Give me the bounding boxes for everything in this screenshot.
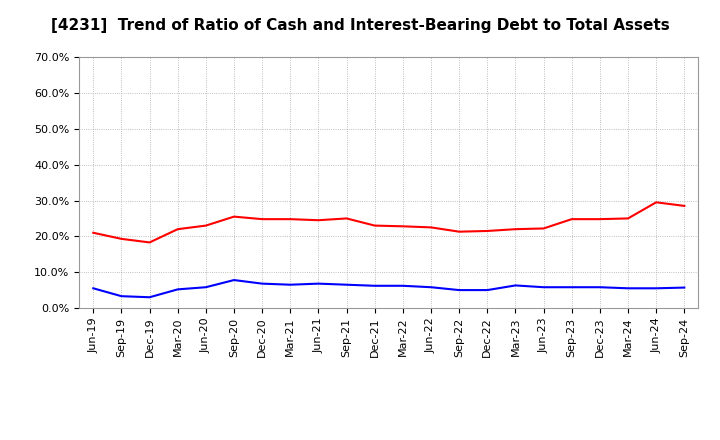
- Cash: [483, 228, 492, 234]
- Interest-Bearing Debt: [117, 293, 126, 299]
- Interest-Bearing Debt: [370, 283, 379, 289]
- Interest-Bearing Debt: [145, 295, 154, 300]
- Cash: [427, 225, 436, 230]
- Interest-Bearing Debt: [202, 285, 210, 290]
- Line: Interest-Bearing Debt: Interest-Bearing Debt: [94, 280, 684, 297]
- Interest-Bearing Debt: [539, 285, 548, 290]
- Cash: [370, 223, 379, 228]
- Cash: [595, 216, 604, 222]
- Cash: [342, 216, 351, 221]
- Cash: [286, 216, 294, 222]
- Interest-Bearing Debt: [258, 281, 266, 286]
- Interest-Bearing Debt: [399, 283, 408, 289]
- Interest-Bearing Debt: [567, 285, 576, 290]
- Interest-Bearing Debt: [89, 286, 98, 291]
- Interest-Bearing Debt: [680, 285, 688, 290]
- Interest-Bearing Debt: [314, 281, 323, 286]
- Interest-Bearing Debt: [624, 286, 632, 291]
- Cash: [539, 226, 548, 231]
- Cash: [652, 200, 660, 205]
- Cash: [117, 236, 126, 242]
- Line: Cash: Cash: [94, 202, 684, 242]
- Cash: [314, 217, 323, 223]
- Cash: [174, 227, 182, 232]
- Cash: [230, 214, 238, 219]
- Cash: [624, 216, 632, 221]
- Interest-Bearing Debt: [427, 285, 436, 290]
- Cash: [145, 240, 154, 245]
- Text: [4231]  Trend of Ratio of Cash and Interest-Bearing Debt to Total Assets: [4231] Trend of Ratio of Cash and Intere…: [50, 18, 670, 33]
- Cash: [89, 230, 98, 235]
- Cash: [258, 216, 266, 222]
- Interest-Bearing Debt: [483, 287, 492, 293]
- Interest-Bearing Debt: [342, 282, 351, 287]
- Cash: [202, 223, 210, 228]
- Cash: [399, 224, 408, 229]
- Interest-Bearing Debt: [595, 285, 604, 290]
- Interest-Bearing Debt: [455, 287, 464, 293]
- Cash: [567, 216, 576, 222]
- Interest-Bearing Debt: [230, 277, 238, 282]
- Interest-Bearing Debt: [286, 282, 294, 287]
- Cash: [455, 229, 464, 235]
- Cash: [680, 203, 688, 209]
- Interest-Bearing Debt: [511, 283, 520, 288]
- Interest-Bearing Debt: [174, 287, 182, 292]
- Cash: [511, 227, 520, 232]
- Interest-Bearing Debt: [652, 286, 660, 291]
